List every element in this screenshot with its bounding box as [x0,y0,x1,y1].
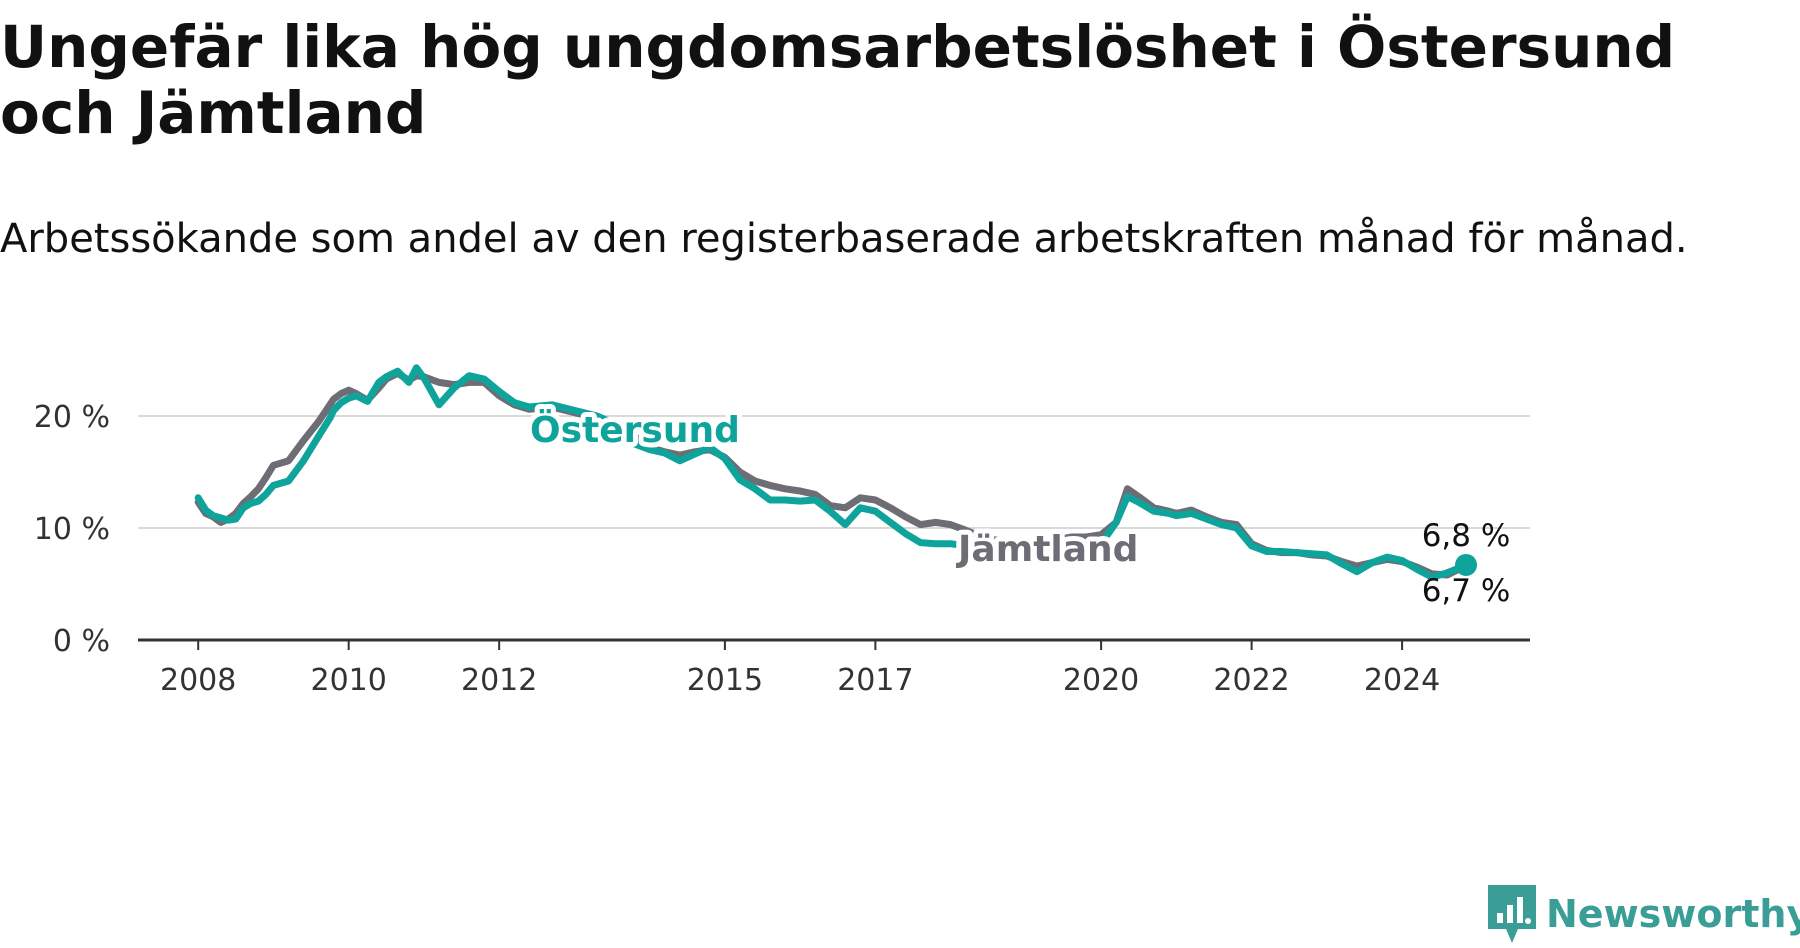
y-tick-label: 10 % [34,512,110,547]
x-tick-label: 2008 [160,663,236,698]
series-line-ostersund [194,364,1470,581]
line-chart: 0 % 10 % 20 % 2008 2010 2012 2015 2017 2020 2022… [34,364,1530,698]
chart-title: Ungefär lika hög ungdomsarbetslöshet i Ö… [0,13,1676,147]
series-label-jamtland: Jämtland [955,529,1138,570]
end-value-label: 6,7 % [1422,573,1511,609]
series-labels: 6,8 % 6,7 % Jämtland Östersund [525,404,1511,609]
grid-lines [138,415,1530,529]
x-tick-label: 2022 [1213,663,1289,698]
x-tick-label: 2012 [461,663,537,698]
series-line-jamtland [194,369,1470,579]
series-label-ostersund: Östersund [530,409,740,451]
x-axis-ticks: 2008 2010 2012 2015 2017 2020 2022 2024 [160,640,1440,698]
x-tick-label: 2020 [1063,663,1139,698]
y-axis-ticks: 0 % 10 % 20 % [34,400,110,659]
series-end-dot [1455,553,1478,576]
newsworthy-logo: Newsworthy [1488,884,1800,944]
x-tick-label: 2015 [687,663,763,698]
x-tick-label: 2010 [311,663,387,698]
newsworthy-logo-icon [1488,885,1536,943]
y-tick-label: 0 % [53,624,110,659]
series-lines [194,364,1478,581]
chart-subtitle: Arbetssökande som andel av den registerb… [0,216,1688,262]
y-tick-label: 20 % [34,400,110,435]
x-tick-label: 2024 [1364,663,1440,698]
x-tick-label: 2017 [837,663,913,698]
end-value-label: 6,8 % [1422,518,1511,554]
brand-name: Newsworthy [1546,892,1800,936]
